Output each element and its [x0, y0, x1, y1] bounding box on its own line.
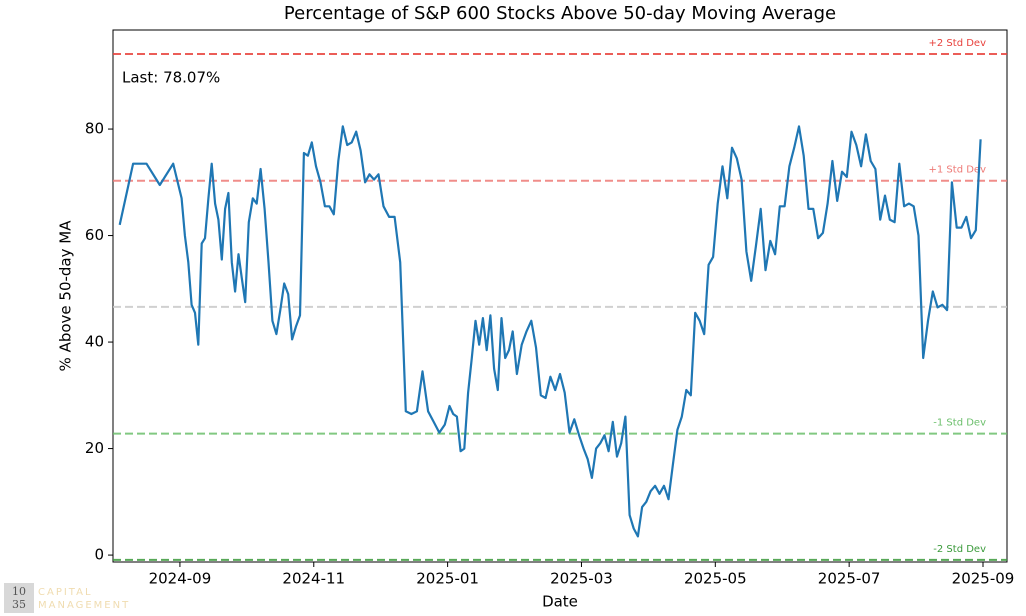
reference-label: +2 Std Dev	[929, 38, 987, 49]
chart-title: Percentage of S&P 600 Stocks Above 50-da…	[284, 3, 836, 24]
logo: 10 35 CAPITAL MANAGEMENT	[4, 583, 130, 613]
x-axis-label: Date	[542, 593, 578, 611]
x-tick-label: 2024-11	[282, 570, 345, 588]
x-tick-label: 2025-05	[684, 570, 747, 588]
y-tick-label: 60	[85, 226, 104, 244]
logo-number: 10	[12, 585, 26, 598]
logo-box	[4, 583, 34, 613]
x-tick-label: 2025-09	[952, 570, 1015, 588]
x-tick-label: 2025-03	[550, 570, 613, 588]
y-tick-label: 80	[85, 120, 104, 138]
x-tick-label: 2025-01	[416, 570, 479, 588]
y-tick-label: 20	[85, 439, 104, 457]
annotation: Last: 78.07%	[122, 69, 220, 87]
plot-frame	[112, 29, 1008, 563]
x-tick-label: 2025-07	[818, 570, 881, 588]
y-tick-label: 40	[85, 333, 104, 351]
logo-name: CAPITAL	[38, 587, 93, 598]
data-line	[118, 125, 982, 538]
x-tick-label: 2024-09	[149, 570, 212, 588]
reference-label: -2 Std Dev	[933, 544, 986, 555]
y-axis-label: % Above 50-day MA	[57, 220, 75, 372]
y-tick-label: 0	[94, 546, 104, 564]
reference-label: +1 Std Dev	[929, 165, 987, 176]
logo-number: 35	[12, 598, 26, 611]
reference-label: -1 Std Dev	[933, 418, 986, 429]
logo-name: MANAGEMENT	[38, 600, 130, 611]
